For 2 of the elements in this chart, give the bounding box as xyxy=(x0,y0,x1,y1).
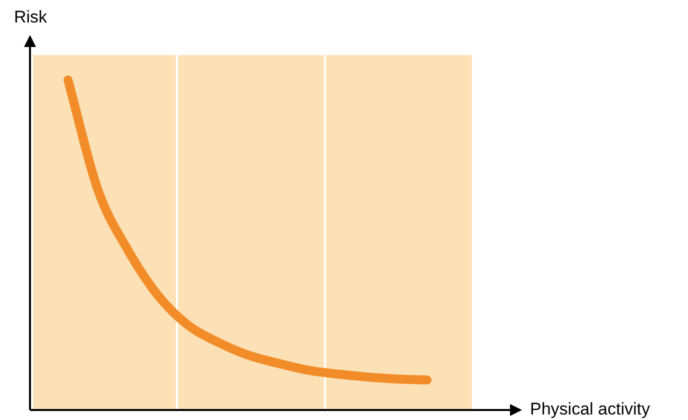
x-axis-title: Physical activity xyxy=(530,400,650,419)
y-axis-title: Risk xyxy=(14,8,48,27)
